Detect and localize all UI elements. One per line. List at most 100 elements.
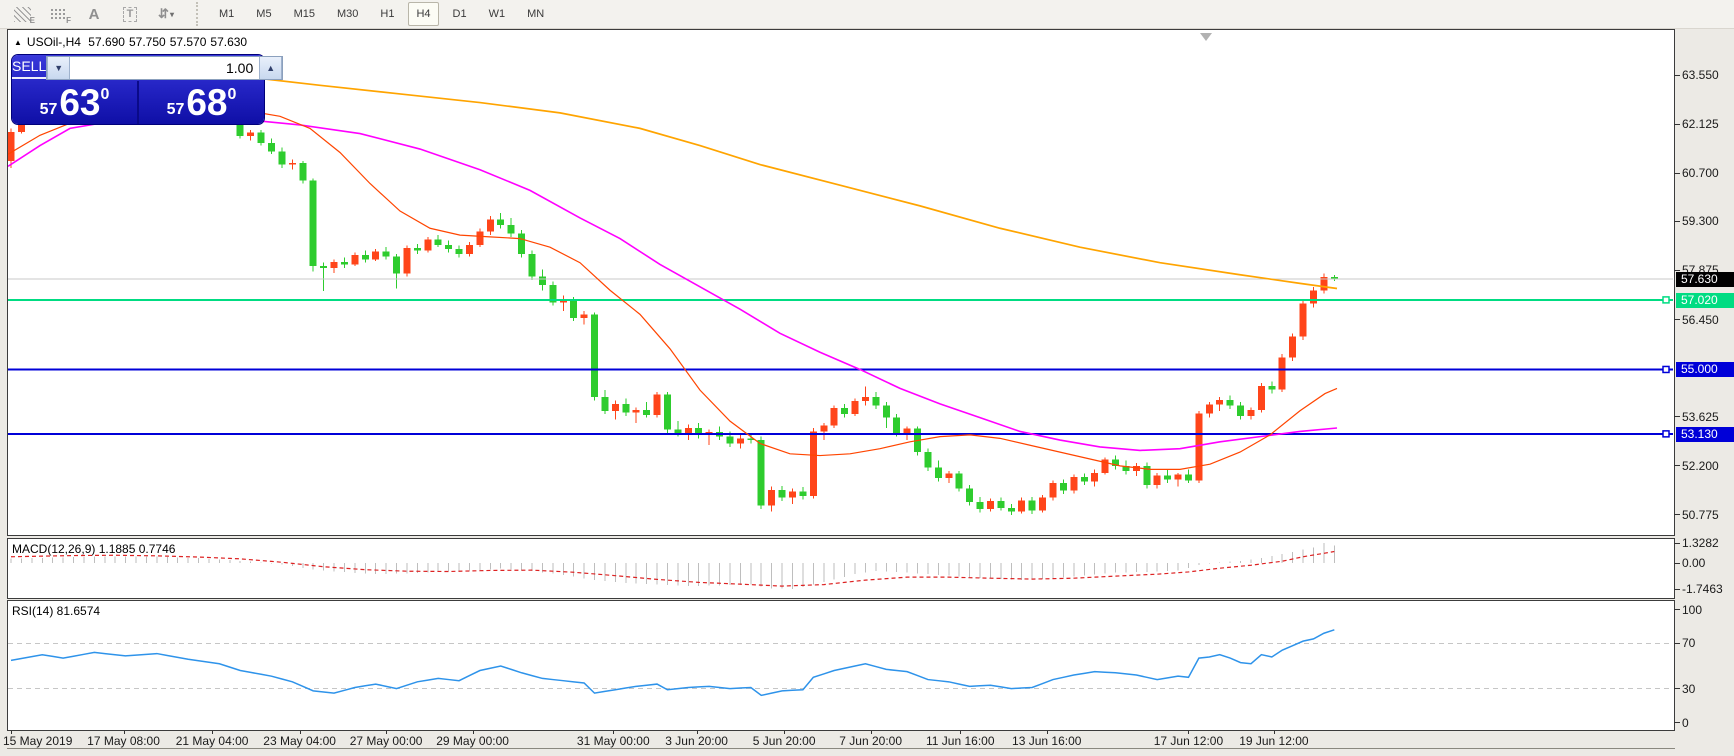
toolbar-separator bbox=[196, 2, 198, 26]
time-tick-label: 17 May 08:00 bbox=[87, 734, 160, 748]
price-badge: 55.000 bbox=[1676, 362, 1734, 378]
one-click-trading-panel: SELL ▼ ▲ BUY 57 63 0 57 68 0 bbox=[12, 55, 313, 124]
time-tick-label: 19 Jun 12:00 bbox=[1239, 734, 1309, 748]
rsi-tick-label: 70 bbox=[1682, 636, 1696, 651]
macd-panel[interactable] bbox=[7, 538, 1675, 599]
chart-ohlc-header: ▲ USOil-,H4 57.690 57.750 57.570 57.630 bbox=[14, 35, 251, 49]
sell-price-display[interactable]: 57 63 0 bbox=[12, 81, 137, 124]
symbol-timeframe-label: USOil-,H4 bbox=[26, 35, 81, 49]
high-value: 57.750 bbox=[128, 35, 166, 49]
macd-tick-dash bbox=[1674, 588, 1680, 590]
sell-button[interactable]: SELL bbox=[12, 55, 47, 79]
main-chart-panel[interactable] bbox=[7, 29, 1675, 536]
timeframe-d1-button[interactable]: D1 bbox=[452, 8, 467, 20]
rsi-plot[interactable] bbox=[8, 601, 1673, 730]
time-tick-dash bbox=[1046, 731, 1048, 734]
price-tick-label: 50.775 bbox=[1682, 507, 1719, 522]
rsi-tick-label: 0 bbox=[1682, 715, 1689, 730]
macd-tick-label: 0.00 bbox=[1682, 556, 1706, 570]
open-value: 57.690 bbox=[88, 35, 125, 49]
rsi-tick-label: 100 bbox=[1682, 602, 1703, 617]
price-divider bbox=[137, 81, 139, 124]
price-tick-label: 63.550 bbox=[1682, 68, 1719, 82]
time-tick-label: 13 Jun 16:00 bbox=[1012, 734, 1082, 748]
time-tick-dash bbox=[11, 731, 12, 734]
chevron-down-icon: ▾ bbox=[169, 9, 174, 19]
text-label-icon[interactable]: A bbox=[80, 3, 108, 25]
buy-price-big: 68 bbox=[186, 82, 228, 123]
object-sort-icon[interactable]: ⇵ ▾ bbox=[152, 3, 180, 25]
price-tick-label: 52.200 bbox=[1682, 458, 1719, 473]
time-tick-dash bbox=[212, 731, 214, 734]
indicator-list-icon[interactable]: E bbox=[8, 3, 36, 25]
chart-shift-marker-icon[interactable] bbox=[1200, 33, 1212, 41]
time-tick-dash bbox=[299, 731, 301, 734]
text-box-glyph: T bbox=[122, 6, 138, 22]
price-tick-dash bbox=[1674, 269, 1680, 271]
time-tick-label: 7 Jun 20:00 bbox=[839, 734, 902, 748]
toolbar: E F A T ⇵ ▾ M1 M5 M15 M30 H1 H4 D1 W1 MN bbox=[0, 0, 1734, 29]
buy-price-prefix: 57 bbox=[166, 100, 185, 118]
price-tick-dash bbox=[1674, 416, 1680, 418]
time-tick-dash bbox=[123, 731, 125, 734]
price-tick-label: 60.700 bbox=[1682, 166, 1719, 181]
rsi-tick-dash bbox=[1674, 609, 1680, 610]
rsi-panel[interactable] bbox=[7, 600, 1675, 731]
price-tick-label: 59.300 bbox=[1682, 214, 1719, 229]
price-tick-dash bbox=[1674, 514, 1680, 516]
time-tick-dash bbox=[1188, 731, 1190, 734]
time-axis-strip bbox=[7, 731, 1675, 749]
indicator-hatch-glyph bbox=[13, 6, 31, 22]
time-tick-dash bbox=[1273, 731, 1275, 734]
price-badge: 57.020 bbox=[1676, 292, 1734, 308]
price-tick-label: 56.450 bbox=[1682, 312, 1719, 327]
timeframe-h1-button[interactable]: H1 bbox=[380, 8, 395, 20]
volume-input[interactable] bbox=[70, 57, 260, 79]
timeframe-m5-button[interactable]: M5 bbox=[256, 8, 272, 20]
price-tick-dash bbox=[1674, 123, 1680, 125]
time-tick-label: 11 Jun 16:00 bbox=[925, 734, 995, 748]
macd-plot[interactable] bbox=[8, 539, 1673, 598]
sell-price-sup: 0 bbox=[100, 85, 110, 103]
timeframe-m1-button[interactable]: M1 bbox=[219, 8, 235, 20]
price-badge: 53.130 bbox=[1676, 426, 1734, 442]
time-tick-dash bbox=[613, 731, 615, 734]
buy-button[interactable]: BUY bbox=[283, 55, 313, 79]
price-tick-dash bbox=[1674, 220, 1680, 222]
buy-price-sup: 0 bbox=[227, 85, 237, 103]
rsi-tick-dash bbox=[1674, 642, 1680, 644]
volume-decrease-button[interactable]: ▼ bbox=[47, 57, 71, 79]
timeframe-w1-button[interactable]: W1 bbox=[488, 8, 506, 20]
time-tick-label: 3 Jun 20:00 bbox=[665, 734, 728, 748]
time-tick-label: 5 Jun 20:00 bbox=[752, 734, 816, 748]
close-value: 57.630 bbox=[210, 35, 248, 49]
time-tick-dash bbox=[870, 731, 872, 734]
time-tick-label: 23 May 04:00 bbox=[263, 734, 336, 748]
timeframe-m30-button[interactable]: M30 bbox=[336, 8, 359, 20]
timeframe-h4-button[interactable]: H4 bbox=[408, 2, 439, 26]
macd-tick-dash bbox=[1674, 542, 1680, 544]
rsi-tick-label: 30 bbox=[1682, 681, 1696, 696]
timeframe-mn-button[interactable]: MN bbox=[527, 8, 545, 20]
rsi-indicator-label: RSI(14) 81.6574 bbox=[12, 604, 101, 618]
grid-icon[interactable]: F bbox=[44, 3, 72, 25]
buy-price-display[interactable]: 57 68 0 bbox=[139, 81, 264, 124]
rsi-tick-dash bbox=[1674, 688, 1680, 690]
time-tick-label: 29 May 00:00 bbox=[436, 734, 509, 748]
collapse-triangle-icon[interactable]: ▲ bbox=[14, 38, 22, 47]
sell-price-prefix: 57 bbox=[39, 100, 58, 118]
text-box-icon[interactable]: T bbox=[116, 3, 144, 25]
time-tick-dash bbox=[386, 731, 388, 734]
timeframe-m15-button[interactable]: M15 bbox=[293, 8, 315, 20]
volume-stepper: ▼ ▲ bbox=[46, 56, 284, 80]
price-tick-dash bbox=[1674, 465, 1680, 467]
time-tick-dash bbox=[472, 731, 474, 734]
price-tick-dash bbox=[1674, 74, 1680, 76]
grid-dots-glyph bbox=[49, 7, 67, 21]
volume-increase-button[interactable]: ▲ bbox=[259, 57, 283, 79]
price-tick-dash bbox=[1674, 319, 1680, 321]
price-tick-dash bbox=[1674, 172, 1680, 174]
time-tick-label: 17 Jun 12:00 bbox=[1153, 734, 1224, 748]
grid-icon-sub: F bbox=[66, 16, 71, 25]
